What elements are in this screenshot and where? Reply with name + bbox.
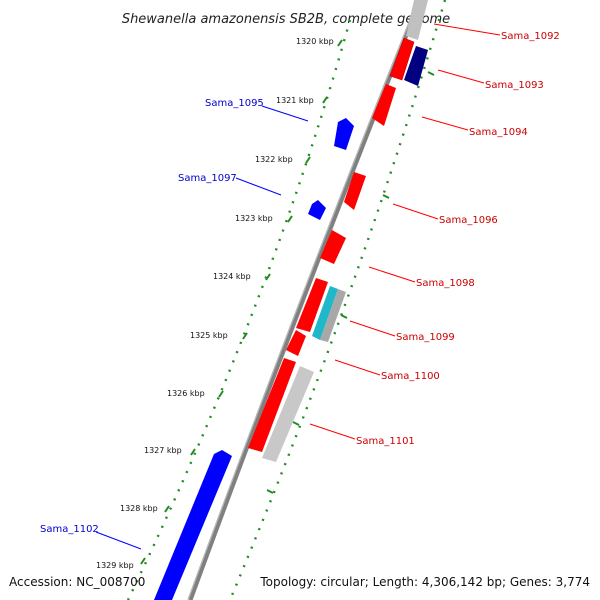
map-title: Shewanella amazonensis SB2B, complete ge… <box>122 12 450 27</box>
gene-sama-1101-gray <box>262 366 314 462</box>
gene-sama-1102[interactable] <box>154 450 232 600</box>
label-sama-1093[interactable]: Sama_1093 <box>485 80 544 91</box>
label-sama-1101[interactable]: Sama_1101 <box>356 436 415 447</box>
tick-label-1325: 1325 kbp <box>190 331 228 340</box>
tick-label-1321: 1321 kbp <box>276 96 314 105</box>
gene-sama-1099-gray <box>320 289 346 342</box>
label-connectors <box>95 23 501 550</box>
label-sama-1096[interactable]: Sama_1096 <box>439 215 498 226</box>
tick-label-1322: 1322 kbp <box>255 155 293 164</box>
tick-label-1324: 1324 kbp <box>213 272 251 281</box>
forward-strand-genes <box>248 0 428 462</box>
inner-major-ticks <box>140 39 343 565</box>
gene-sama-1099-a[interactable] <box>296 278 328 332</box>
tick-label-1329: 1329 kbp <box>96 561 134 570</box>
genome-summary-text: Topology: circular; Length: 4,306,142 bp… <box>259 575 590 589</box>
tick-label-1323: 1323 kbp <box>235 214 273 223</box>
gene-sama-1101[interactable] <box>248 358 296 452</box>
gene-sama-1095[interactable] <box>334 118 354 150</box>
tick-label-1327: 1327 kbp <box>144 446 182 455</box>
label-sama-1094[interactable]: Sama_1094 <box>469 127 528 138</box>
gene-sama-1100[interactable] <box>286 330 306 356</box>
accession-text: Accession: NC_008700 <box>9 575 145 589</box>
gene-sama-1098[interactable] <box>320 230 346 264</box>
tick-label-1326: 1326 kbp <box>167 389 205 398</box>
label-sama-1092[interactable]: Sama_1092 <box>501 31 560 42</box>
gene-sama-1093[interactable] <box>404 46 428 86</box>
tick-label-1328: 1328 kbp <box>120 504 158 513</box>
gene-sama-1092[interactable] <box>389 37 415 81</box>
gene-sama-1096[interactable] <box>344 172 366 210</box>
label-sama-1099[interactable]: Sama_1099 <box>396 332 455 343</box>
label-sama-1102[interactable]: Sama_1102 <box>40 524 99 535</box>
label-sama-1095[interactable]: Sama_1095 <box>205 98 264 109</box>
gene-sama-1092-gray <box>406 0 428 40</box>
gene-sama-1097[interactable] <box>308 200 326 220</box>
gene-sama-1094[interactable] <box>372 84 396 126</box>
inner-tick-track <box>126 19 352 600</box>
genome-backbone-highlight <box>187 0 419 600</box>
label-sama-1098[interactable]: Sama_1098 <box>416 278 475 289</box>
label-sama-1097[interactable]: Sama_1097 <box>178 173 237 184</box>
tick-label-1320: 1320 kbp <box>296 37 334 46</box>
gene-sama-1099[interactable] <box>312 286 338 340</box>
reverse-strand-genes <box>154 118 354 600</box>
label-sama-1100[interactable]: Sama_1100 <box>381 371 440 382</box>
outer-major-ticks <box>266 71 435 494</box>
